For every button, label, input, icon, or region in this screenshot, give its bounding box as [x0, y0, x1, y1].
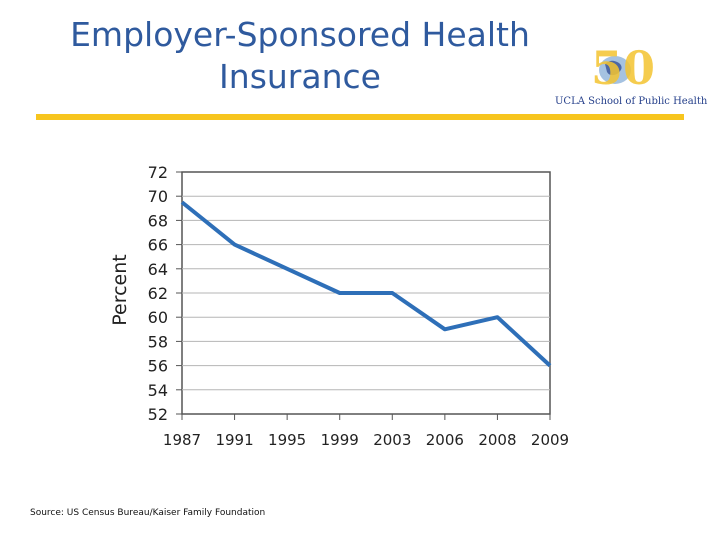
source-note: Source: US Census Bureau/Kaiser Family F…	[30, 508, 266, 518]
x-tick-label: 2008	[478, 431, 516, 449]
logo-mark: 50	[591, 44, 655, 94]
y-tick-label: 52	[148, 405, 168, 424]
accent-rule	[36, 114, 684, 120]
y-tick-label: 54	[148, 381, 168, 400]
x-tick-label: 1991	[215, 431, 253, 449]
x-tick-label: 1995	[268, 431, 306, 449]
y-axis-label: Percent	[109, 254, 131, 326]
y-tick-label: 68	[148, 211, 168, 230]
y-tick-labels: 72 70 68 66 64 62 60 58 56 54 52	[148, 163, 168, 424]
x-tick-labels: 1987 1991 1995 1999 2003 2006 2008 2009	[163, 431, 569, 449]
y-tick-label: 60	[148, 308, 168, 327]
series-layer	[180, 200, 552, 368]
logo-continents	[605, 60, 622, 76]
line-chart: 72 70 68 66 64 62 60 58 56 54 52 1987 1991 1995 1999 2…	[109, 163, 569, 449]
y-tick-label: 56	[148, 357, 168, 376]
y-tick-label: 62	[148, 284, 168, 303]
y-tick-label: 64	[148, 260, 168, 279]
y-tick-label: 72	[148, 163, 168, 182]
ucla-logo: 50 UCLA School of Public Health	[555, 41, 708, 112]
y-tick-label: 66	[148, 236, 168, 255]
y-tick-label: 58	[148, 332, 168, 351]
x-tick-label: 1987	[163, 431, 201, 449]
grid-layer	[176, 171, 551, 420]
x-tick-label: 2009	[531, 431, 569, 449]
logo-text: UCLA School of Public Health	[555, 96, 708, 107]
x-tick-label: 2003	[373, 431, 411, 449]
series-line	[180, 200, 552, 368]
title-line-1: Employer-Sponsored Health	[70, 15, 530, 54]
y-tick-label: 70	[148, 187, 168, 206]
globe-anniversary-logo-icon: 50	[591, 41, 655, 95]
title-line-2: Insurance	[219, 57, 381, 96]
x-tick-label: 2006	[426, 431, 464, 449]
x-tick-label: 1999	[321, 431, 359, 449]
slide-title: Employer-Sponsored Health Insurance	[40, 14, 560, 98]
